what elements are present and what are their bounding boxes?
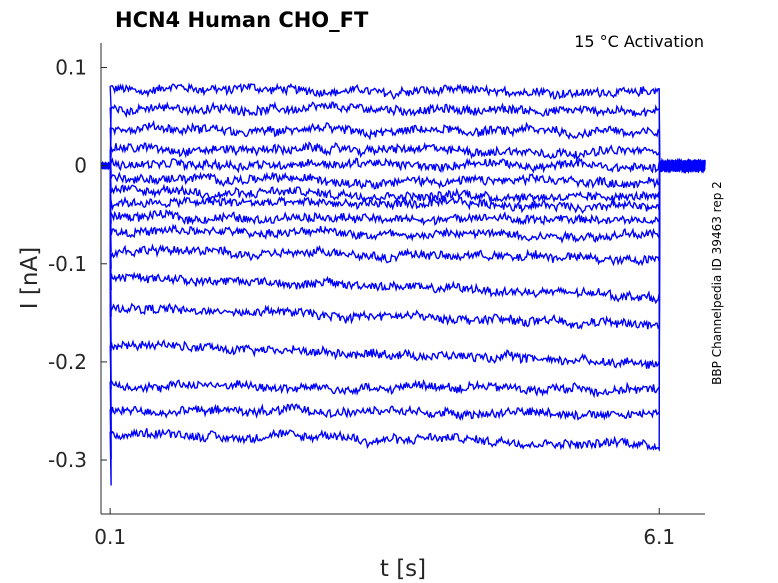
current-trace-line <box>100 157 706 269</box>
current-trace-line <box>100 159 706 460</box>
y-tick-label: -0.1 <box>48 252 87 276</box>
current-trace-line <box>100 159 706 433</box>
current-trace-line <box>100 101 706 174</box>
x-tick-label: 6.1 <box>643 525 675 549</box>
x-tick-label: 0.1 <box>94 525 126 549</box>
y-tick-label: 0 <box>74 154 87 178</box>
current-trace-line <box>100 157 706 352</box>
y-tick-group: 0.1 0 -0.1 -0.2 -0.3 <box>48 56 107 472</box>
y-axis-label: I [nA] <box>17 247 43 309</box>
current-trace-line <box>100 156 706 191</box>
current-trace-line <box>100 141 706 178</box>
channelpedia-id-label: BBP Channelpedia ID 39463 rep 2 <box>710 181 724 385</box>
temperature-protocol-label: 15 °C Activation <box>574 32 704 51</box>
current-trace-line <box>100 157 706 317</box>
current-trace-line <box>100 119 706 174</box>
current-trace-line <box>100 158 706 390</box>
chart-title: HCN4 Human CHO_FT <box>115 8 369 32</box>
current-trace-line <box>100 158 706 486</box>
x-axis-label: t [s] <box>380 556 426 582</box>
y-tick-label: -0.2 <box>48 350 87 374</box>
current-trace-line <box>100 159 706 236</box>
current-trace-line <box>100 158 706 291</box>
current-trace-line <box>100 158 706 208</box>
x-tick-group: 0.1 6.1 <box>94 508 675 549</box>
y-tick-label: -0.3 <box>48 448 87 472</box>
current-trace-line <box>100 158 706 224</box>
current-trace-line <box>100 158 706 253</box>
current-trace-line <box>100 82 706 174</box>
trace-group <box>100 82 706 486</box>
y-tick-label: 0.1 <box>55 56 87 80</box>
